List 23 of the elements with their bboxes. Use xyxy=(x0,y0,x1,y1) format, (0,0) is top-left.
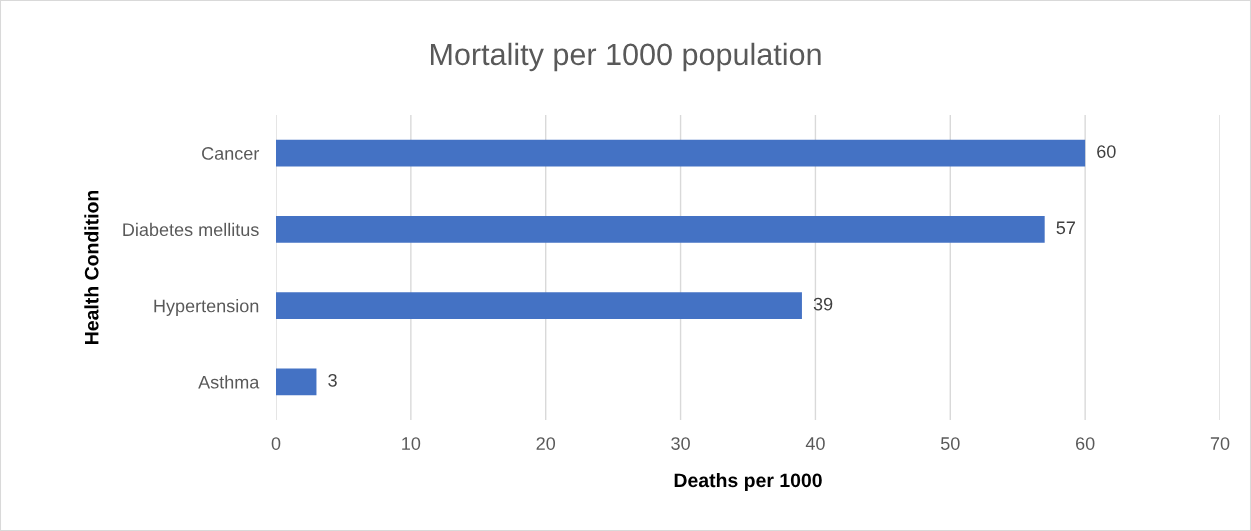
y-tick-label: Asthma xyxy=(198,375,260,389)
chart-title: Mortality per 1000 population xyxy=(430,42,821,72)
data-label: 39 xyxy=(813,297,833,311)
y-axis-title: Health Condition xyxy=(84,190,99,344)
x-tick-label: 40 xyxy=(805,437,825,450)
data-label: 3 xyxy=(328,373,337,387)
bar xyxy=(276,368,317,396)
x-tick-label: 50 xyxy=(940,437,960,450)
x-tick-label: 10 xyxy=(402,437,421,450)
x-tick-label: 70 xyxy=(1210,437,1230,450)
data-label: 60 xyxy=(1097,145,1116,158)
bar xyxy=(276,292,802,319)
y-tick-label: Hypertension xyxy=(154,299,259,316)
data-label: 57 xyxy=(1056,221,1075,235)
x-axis-title: Deaths per 1000 xyxy=(674,472,822,492)
x-tick-label: 20 xyxy=(536,437,556,450)
x-tick-label: 0 xyxy=(271,437,281,450)
bar xyxy=(276,216,1045,243)
x-tick-label: 60 xyxy=(1076,437,1095,450)
x-tick-label: 30 xyxy=(671,437,690,450)
y-tick-label: Cancer xyxy=(202,147,260,160)
bar xyxy=(276,139,1086,167)
y-tick-label: Diabetes mellitus xyxy=(123,222,259,237)
